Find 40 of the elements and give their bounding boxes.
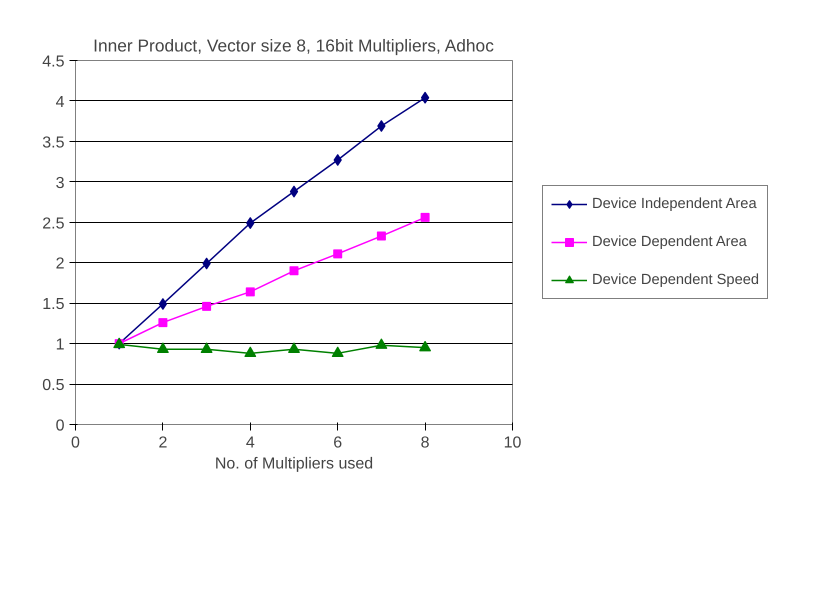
legend-label: Device Dependent Speed: [592, 272, 760, 288]
y-tick-label: 0: [56, 418, 65, 434]
y-tick-label: 1.5: [42, 296, 65, 314]
point: [158, 298, 168, 310]
x-tick-label: 2: [158, 434, 168, 452]
point: [332, 346, 344, 357]
point: [420, 92, 430, 104]
point: [375, 338, 388, 349]
x-tick-label: 10: [504, 434, 522, 452]
point: [156, 342, 169, 353]
point: [244, 346, 256, 357]
chart-title: Inner Product, Vector size 8, 16bit Multipliers, Adhoc: [93, 36, 494, 56]
point: [376, 232, 386, 241]
point: [158, 318, 168, 328]
point: [290, 266, 298, 276]
y-tick-label: 2.5: [42, 215, 65, 232]
y-tick-label: 4.5: [42, 54, 65, 70]
point: [420, 212, 430, 222]
x-tick-label: 6: [333, 434, 342, 452]
legend-label: Device Dependent Area: [592, 234, 747, 250]
point: [377, 120, 386, 132]
point: [200, 342, 213, 353]
point: [419, 340, 432, 352]
y-tick-label: 0.5: [42, 377, 65, 394]
x-tick-label: 4: [246, 434, 255, 452]
legend-label: Device Independent Area: [592, 196, 757, 212]
y-tick-label: 4: [56, 94, 65, 111]
x-axis-title: No. of Multipliers used: [214, 456, 374, 472]
x-tick-label: 0: [71, 434, 80, 452]
x-tick-label: 8: [420, 434, 430, 452]
point: [246, 287, 255, 296]
point: [333, 249, 342, 258]
point: [288, 342, 300, 353]
point: [290, 186, 298, 198]
y-tick-label: 3: [56, 174, 65, 192]
y-tick-label: 3.5: [42, 134, 65, 152]
y-tick-label: 1: [56, 336, 65, 354]
y-tick-label: 2: [56, 256, 65, 273]
point: [202, 302, 212, 311]
point: [202, 258, 211, 270]
